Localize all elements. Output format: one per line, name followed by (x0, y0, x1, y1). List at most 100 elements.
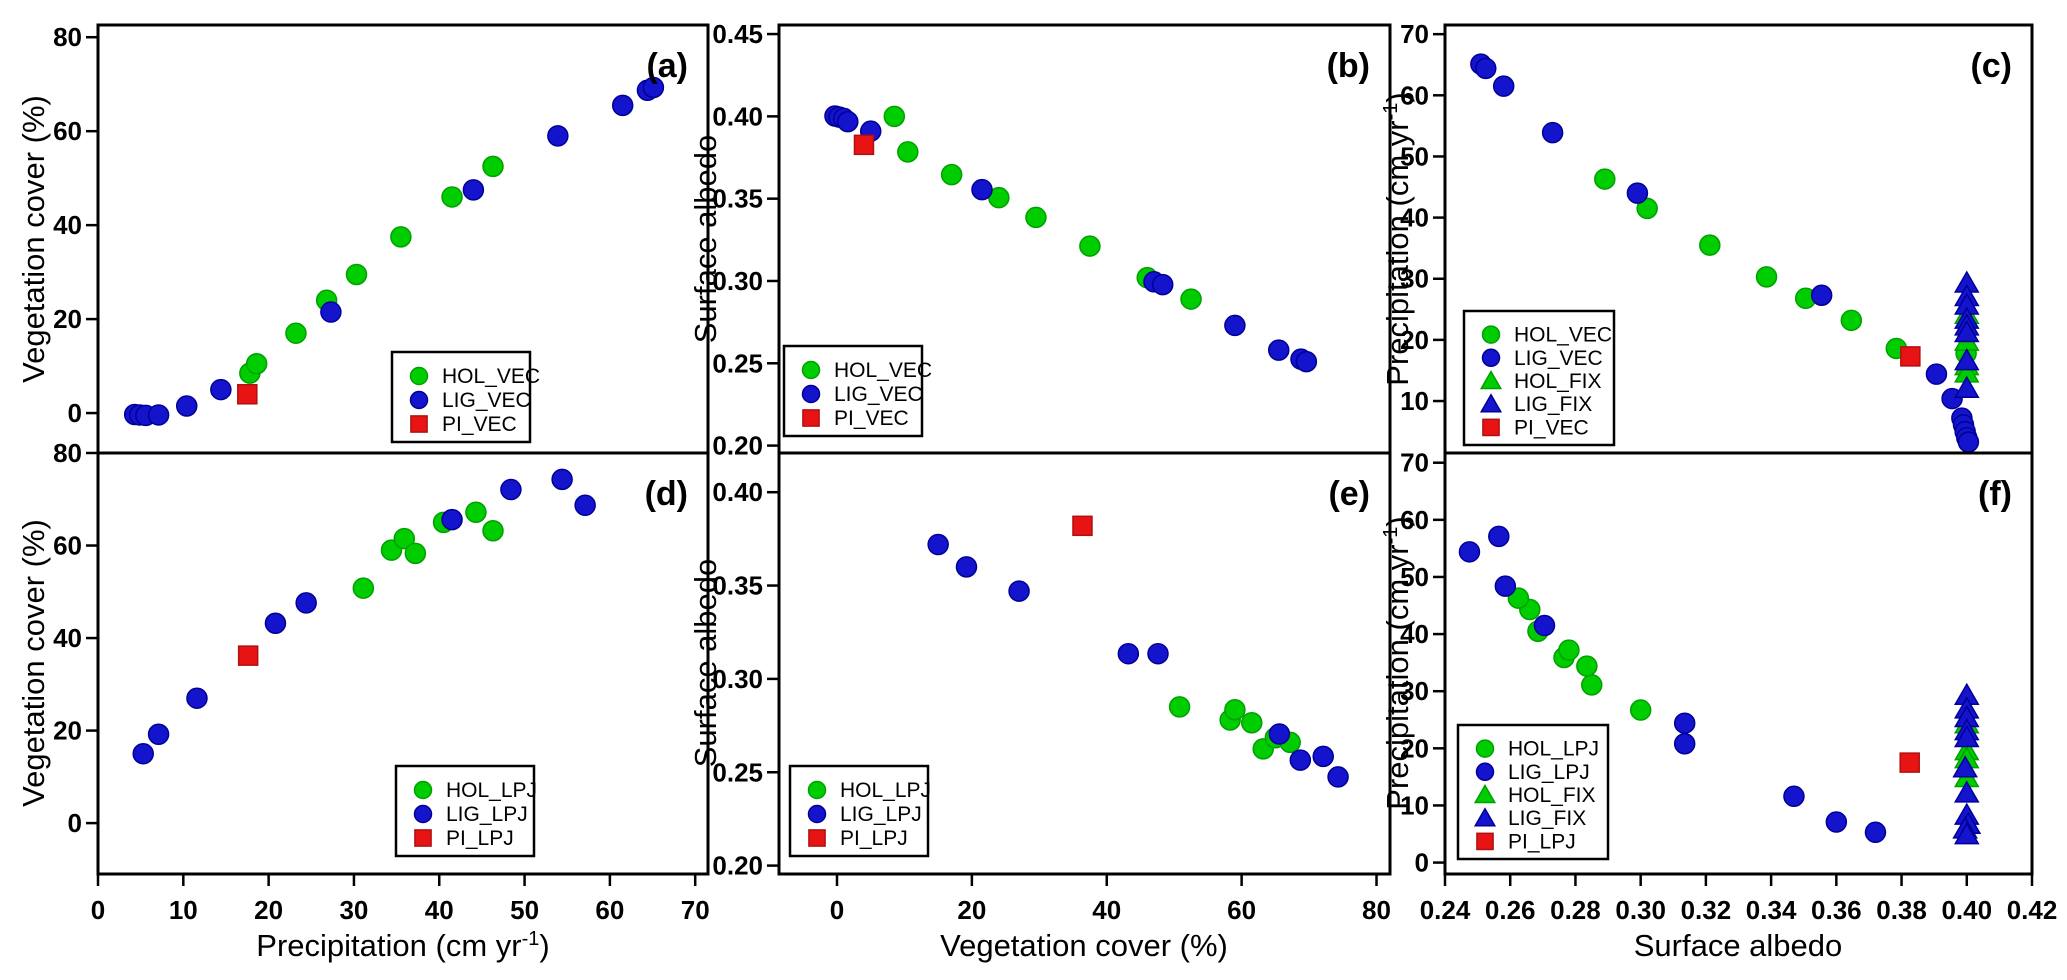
data-point-circle (409, 390, 429, 410)
data-point-circle (1494, 575, 1517, 597)
x-tick-label: 20 (254, 895, 283, 925)
x-tick-label: 80 (1362, 895, 1391, 925)
y-tick-label: 50 (1400, 562, 1429, 592)
series-HOL_VEC (1594, 168, 1977, 365)
data-point-square (802, 409, 820, 427)
x-tick-label: 60 (1227, 895, 1256, 925)
data-point-circle (897, 141, 919, 163)
series-PI_VEC (237, 384, 258, 405)
data-point-circle (1079, 235, 1101, 257)
data-point-circle (409, 366, 429, 386)
data-point-circle (807, 780, 827, 800)
data-point-circle (1475, 739, 1495, 758)
series-PI_VEC (853, 134, 875, 156)
data-point-circle (1224, 314, 1246, 337)
data-point-circle (1147, 642, 1169, 665)
data-point-circle (175, 395, 198, 417)
y-ticks: 10 20 30 40 50 60 70 (1400, 19, 1445, 416)
data-point-circle (413, 780, 433, 800)
legend-label: HOL_LPJ (1508, 738, 1599, 761)
data-point-triangle (1953, 320, 1980, 343)
data-point-circle (1458, 541, 1481, 563)
legend-label: PI_LPJ (446, 827, 514, 850)
y-tick-label: 30 (1400, 264, 1429, 294)
x-tick-label: 0 (830, 895, 844, 925)
data-point-circle (807, 804, 827, 824)
y-tick-label: 0.30 (712, 266, 763, 296)
y-tick-label: 60 (1400, 505, 1429, 535)
y-tick-label: 70 (1400, 448, 1429, 478)
plot-frame (777, 451, 1392, 876)
x-tick-label: 30 (339, 895, 368, 925)
y-tick-label: 40 (1400, 619, 1429, 649)
x-tick-label: 0.26 (1485, 895, 1536, 925)
x-tick-label: 10 (169, 895, 198, 925)
data-point-circle (285, 322, 307, 344)
data-point-circle (1492, 75, 1515, 97)
data-point-circle (1755, 266, 1778, 288)
data-point-circle (1475, 57, 1497, 80)
legend-label: LIG_LPJ (840, 803, 922, 826)
x-tick-label: 0.30 (1615, 895, 1666, 925)
data-point-triangle (1953, 780, 1980, 803)
y-tick-label: 20 (1400, 733, 1429, 763)
legend-label: LIG_VEC (442, 389, 531, 412)
y-tick-label: 10 (1400, 790, 1429, 820)
y-tick-label: 0 (1415, 848, 1429, 878)
data-point-circle (462, 179, 485, 201)
data-point-square (237, 384, 258, 405)
series-LIG_VEC (1470, 53, 1980, 453)
panel-tag-d: (d) (645, 475, 688, 513)
data-point-square (1072, 515, 1093, 537)
data-point-circle (1636, 197, 1658, 220)
x-tick-label: 0.28 (1550, 895, 1601, 925)
panel-e: 0.20 0.25 0.30 0.35 0.40 0 20 40 60 80 (e) HOL_LPJL… (712, 451, 1392, 925)
y-tick-label: 0.20 (712, 851, 763, 881)
data-point-circle (1581, 674, 1603, 696)
legend-label: HOL_FIX (1514, 370, 1602, 393)
panel-c: 10 20 30 40 50 60 70 (c) HOL_VECLIG_VECHOL_FIXLI… (1400, 19, 2034, 455)
x-tick-label: 0.36 (1811, 895, 1862, 925)
data-point-square (237, 645, 259, 666)
panel-d: 0 20 40 60 80 0 10 20 30 40 50 60 70 (d) HOL_LPJLIG_LP… (53, 438, 710, 925)
data-point-circle (413, 804, 433, 824)
legend-label: LIG_LPJ (446, 803, 528, 826)
y-tick-label: 70 (1400, 19, 1429, 49)
x-axis-title-vegetation-cover-e: Vegetation cover (%) (940, 928, 1228, 964)
data-point-circle (1312, 745, 1334, 768)
data-point-triangle (1473, 807, 1497, 827)
data-point-circle (1268, 723, 1291, 745)
data-point-triangle (1953, 375, 1980, 398)
y-tick-label: 0.20 (712, 431, 763, 461)
legend-label: HOL_VEC (834, 359, 932, 382)
data-point-circle (245, 352, 268, 375)
data-point-circle (1295, 350, 1318, 373)
data-point-circle (1488, 525, 1510, 548)
y-tick-label: 0 (68, 398, 82, 428)
panel-tag-b: (b) (1327, 47, 1370, 85)
legend-label: PI_VEC (442, 413, 517, 436)
y-tick-label: 0.25 (712, 348, 763, 378)
x-tick-label: 40 (1092, 895, 1121, 925)
y-axis-title-precipitation-f: Precipitation (cm yr-1) (1379, 516, 1416, 810)
legend-label: LIG_VEC (834, 383, 923, 406)
data-point-circle (147, 723, 170, 746)
x-tick-label: 0.42 (2007, 895, 2058, 925)
x-tick-label: 70 (681, 895, 710, 925)
y-ticks: 0 10 20 30 40 50 60 70 (1400, 448, 1445, 878)
panel-tag-f: (f) (1978, 475, 2012, 513)
data-point-triangle (1473, 783, 1497, 804)
data-point-circle (1840, 309, 1863, 332)
y-tick-label: 0 (68, 808, 82, 838)
data-point-circle (1289, 749, 1312, 771)
legend-label: LIG_LPJ (1508, 761, 1590, 784)
data-point-circle (1825, 811, 1848, 833)
y-tick-label: 40 (53, 210, 82, 240)
y-tick-label: 30 (1400, 676, 1429, 706)
y-ticks: 0 20 40 60 80 (53, 438, 98, 838)
series-LIG_VEC (824, 105, 1318, 373)
y-tick-label: 0.25 (712, 757, 763, 787)
